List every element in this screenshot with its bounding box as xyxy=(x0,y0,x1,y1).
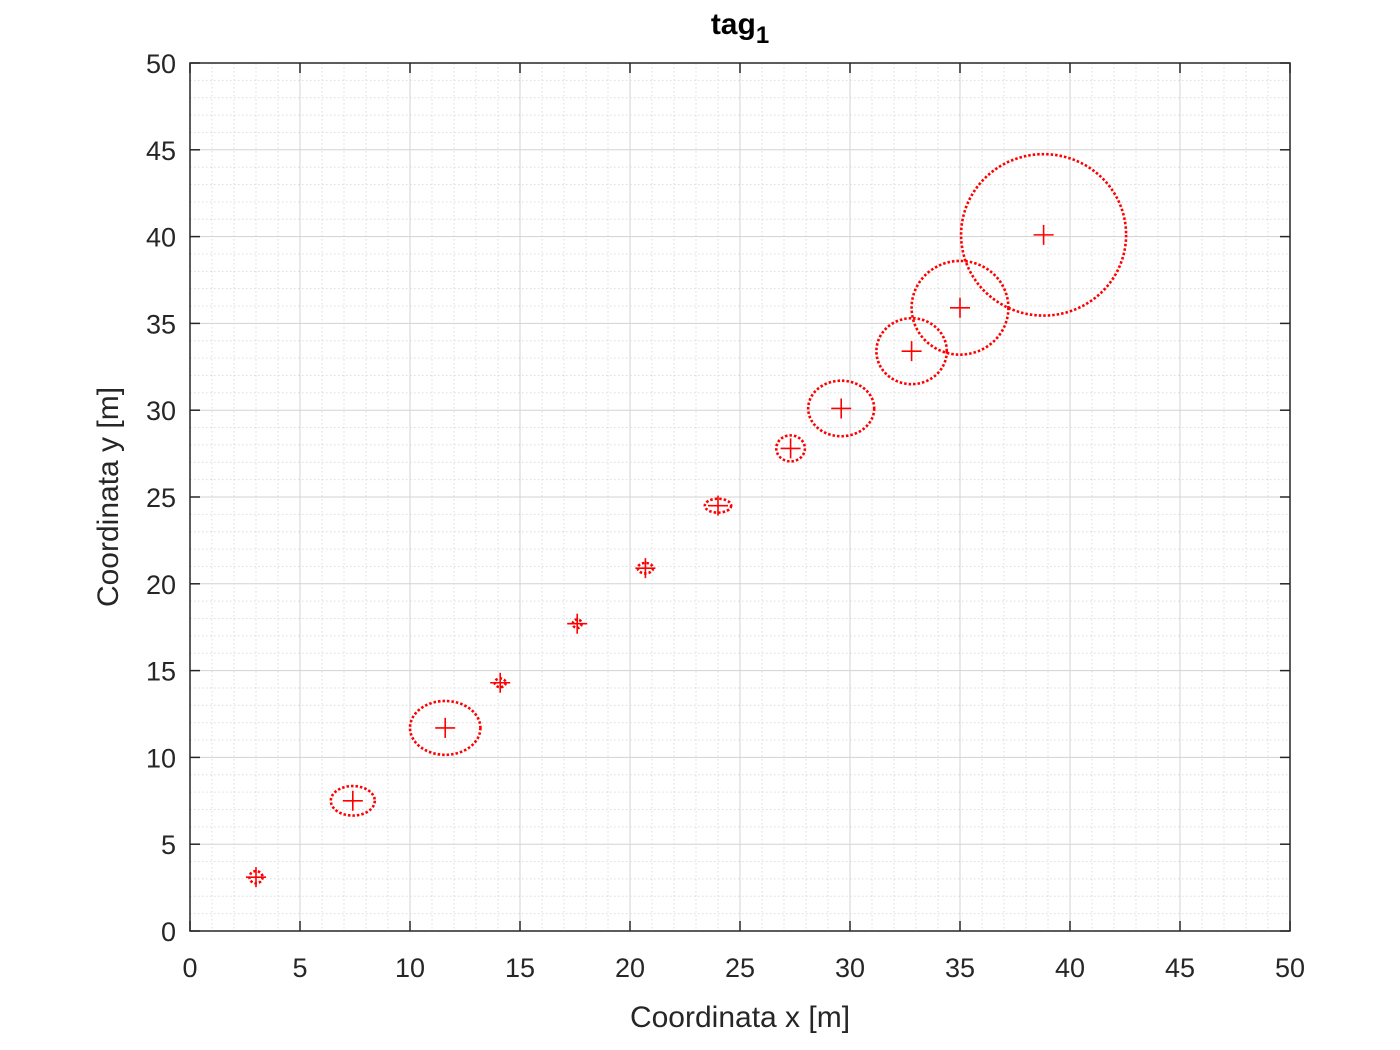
x-tick-label: 50 xyxy=(1275,953,1305,983)
uncertainty-ellipse xyxy=(408,699,482,757)
uncertainty-ellipse xyxy=(806,379,876,438)
y-tick-label: 45 xyxy=(146,136,176,166)
tick-marks xyxy=(189,62,1291,932)
chart-title: tag1 xyxy=(711,8,769,49)
x-tick-label: 5 xyxy=(292,953,307,983)
plot-area xyxy=(189,62,1291,932)
minor-grid xyxy=(190,63,1290,931)
x-tick-label: 45 xyxy=(1165,953,1195,983)
chart-title-main: tag xyxy=(711,8,756,41)
data-point-marker xyxy=(950,297,970,318)
data-point-marker xyxy=(708,495,728,516)
x-tick-label: 15 xyxy=(505,953,535,983)
y-tick-label: 0 xyxy=(161,917,176,947)
y-tick-label: 5 xyxy=(161,830,176,860)
x-axis-label: Coordinata x [m] xyxy=(630,1001,850,1034)
y-tick-label: 35 xyxy=(146,309,176,339)
y-tick-label: 20 xyxy=(146,570,176,600)
x-tick-label: 20 xyxy=(615,953,645,983)
y-axis-label: Coordinata y [m] xyxy=(92,387,125,607)
x-tick-label: 30 xyxy=(835,953,865,983)
data-point-marker xyxy=(567,613,588,634)
data-point-marker xyxy=(901,341,922,362)
x-tick-labels: 0 5 10 15 20 25 30 35 40 45 50 xyxy=(182,953,1305,983)
data-point-marker xyxy=(780,438,801,459)
uncertainty-ellipse xyxy=(875,316,949,386)
y-tick-label: 25 xyxy=(146,483,176,513)
x-tick-label: 25 xyxy=(725,953,755,983)
data-point-marker xyxy=(1033,224,1054,245)
data-point-marker xyxy=(490,672,511,693)
y-tick-label: 15 xyxy=(146,657,176,687)
y-tick-label: 50 xyxy=(146,49,176,79)
uncertainty-ellipse xyxy=(774,434,807,463)
data-point-marker xyxy=(635,558,656,579)
data-point-marker xyxy=(342,790,363,811)
uncertainty-ellipse xyxy=(329,784,377,817)
uncertainty-ellipse xyxy=(959,152,1128,317)
x-tick-label: 0 xyxy=(182,953,197,983)
y-tick-label: 40 xyxy=(146,223,176,253)
major-grid xyxy=(190,63,1290,931)
data-point-marker xyxy=(435,717,456,738)
data-point-marker xyxy=(831,398,852,419)
data-point-marker xyxy=(246,867,266,888)
x-tick-label: 10 xyxy=(395,953,425,983)
y-tick-label: 10 xyxy=(146,743,176,773)
y-tick-labels: 0 5 10 15 20 25 30 35 40 45 50 xyxy=(146,49,176,947)
data-layer xyxy=(246,152,1128,888)
x-tick-label: 40 xyxy=(1055,953,1085,983)
x-tick-label: 35 xyxy=(945,953,975,983)
chart-title-subscript: 1 xyxy=(756,22,769,49)
uncertainty-ellipse xyxy=(703,497,733,514)
y-tick-label: 30 xyxy=(146,396,176,426)
